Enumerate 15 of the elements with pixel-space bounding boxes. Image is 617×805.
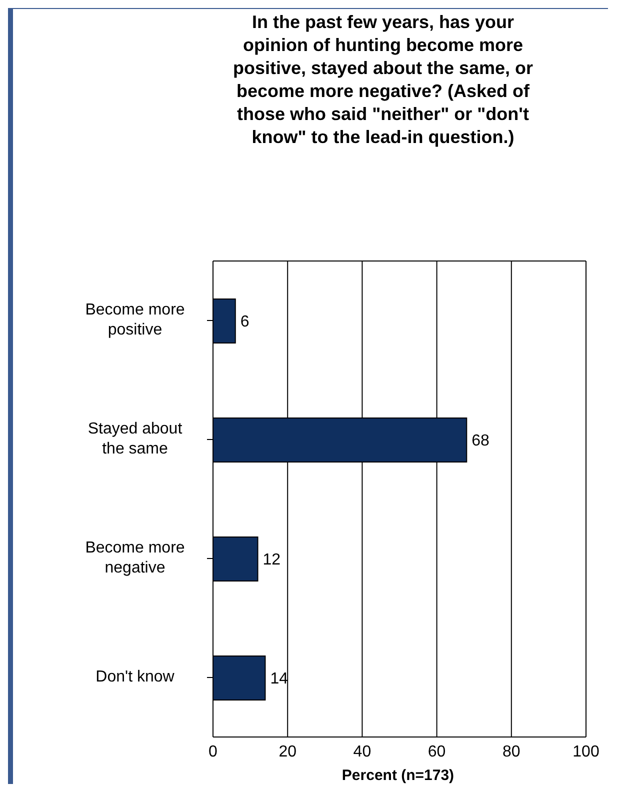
y-tick-label: Become more negative [85,540,185,577]
x-tick-label: 100 [572,743,600,760]
x-axis-title: Percent (n=173) [340,767,456,784]
data-label: 6 [240,314,250,331]
x-tick-label: 80 [502,743,520,760]
x-tick-label: 40 [353,743,372,760]
x-tick-label: 20 [278,743,297,760]
chart-title: In the past few years, has your opinion of hunting become more positive, stayed about the same, or become more negative? (Asked of those who said "neither" or "don't know" to the lead-in question.) [232,11,534,149]
x-tick-label: 0 [208,743,218,760]
y-tick-label: Become more positive [85,302,185,339]
data-label: 12 [262,552,281,569]
y-tick-label: Don't know [96,668,175,686]
y-tick-label: Stayed about the same [88,420,183,458]
x-tick-label: 60 [428,743,446,760]
data-label: 68 [472,432,490,450]
